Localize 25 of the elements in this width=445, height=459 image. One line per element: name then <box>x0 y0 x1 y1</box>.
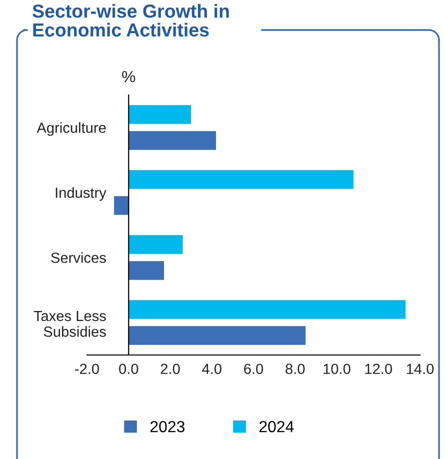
bar <box>128 131 216 150</box>
x-tick-label: 14.0 <box>406 364 434 374</box>
y-tick-label: Taxes Less Subsidies <box>34 310 106 337</box>
bar <box>128 326 306 345</box>
bar <box>128 261 164 280</box>
x-tick-label: 6.0 <box>244 364 264 374</box>
y-tick-label: Agriculture <box>36 122 106 136</box>
y-tick-label: Services <box>51 252 106 263</box>
x-tick-label: 0.0 <box>119 364 138 374</box>
bar <box>128 170 354 189</box>
x-tick-label: 8.0 <box>286 364 305 374</box>
y-tick-label: Industry <box>56 187 106 201</box>
x-tick-label: 2.0 <box>160 364 180 374</box>
bar <box>128 300 406 319</box>
legend-label: 2024 <box>259 420 294 432</box>
x-tick-label: 12.0 <box>365 364 392 374</box>
bar <box>128 105 192 124</box>
x-axis-title: % <box>122 71 136 82</box>
chart-title: Sector-wise Growth in Economic Activities <box>32 4 229 37</box>
x-tick-label: -2.0 <box>75 364 99 374</box>
x-tick-label: 10.0 <box>324 364 350 374</box>
x-tick-label: 4.0 <box>202 364 222 374</box>
legend-label: 2023 <box>150 420 184 432</box>
bar <box>114 196 129 215</box>
bar <box>128 235 183 254</box>
